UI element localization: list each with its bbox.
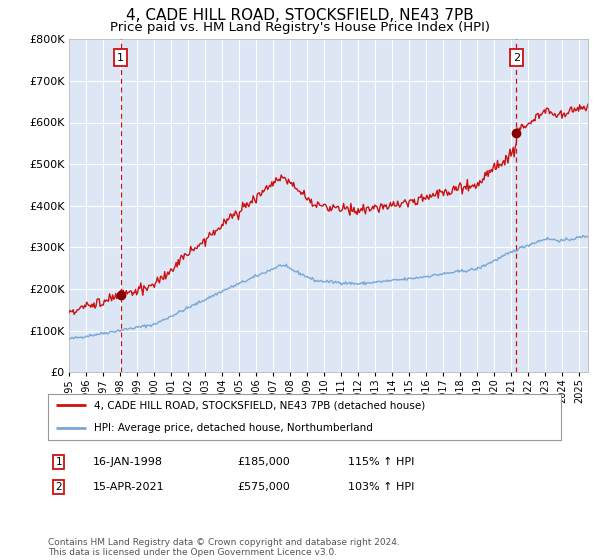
Text: £185,000: £185,000 bbox=[237, 457, 290, 467]
Text: 15-APR-2021: 15-APR-2021 bbox=[93, 482, 164, 492]
Text: 4, CADE HILL ROAD, STOCKSFIELD, NE43 7PB (detached house): 4, CADE HILL ROAD, STOCKSFIELD, NE43 7PB… bbox=[94, 400, 425, 410]
Text: 2: 2 bbox=[55, 482, 62, 492]
Text: 2: 2 bbox=[513, 53, 520, 63]
Text: £575,000: £575,000 bbox=[237, 482, 290, 492]
Text: 115% ↑ HPI: 115% ↑ HPI bbox=[348, 457, 415, 467]
Text: 1: 1 bbox=[55, 457, 62, 467]
Text: Price paid vs. HM Land Registry's House Price Index (HPI): Price paid vs. HM Land Registry's House … bbox=[110, 21, 490, 34]
Text: 4, CADE HILL ROAD, STOCKSFIELD, NE43 7PB: 4, CADE HILL ROAD, STOCKSFIELD, NE43 7PB bbox=[126, 8, 474, 24]
Text: 1: 1 bbox=[117, 53, 124, 63]
Text: Contains HM Land Registry data © Crown copyright and database right 2024.
This d: Contains HM Land Registry data © Crown c… bbox=[48, 538, 400, 557]
Text: 103% ↑ HPI: 103% ↑ HPI bbox=[348, 482, 415, 492]
Text: 16-JAN-1998: 16-JAN-1998 bbox=[93, 457, 163, 467]
Text: HPI: Average price, detached house, Northumberland: HPI: Average price, detached house, Nort… bbox=[94, 423, 373, 433]
